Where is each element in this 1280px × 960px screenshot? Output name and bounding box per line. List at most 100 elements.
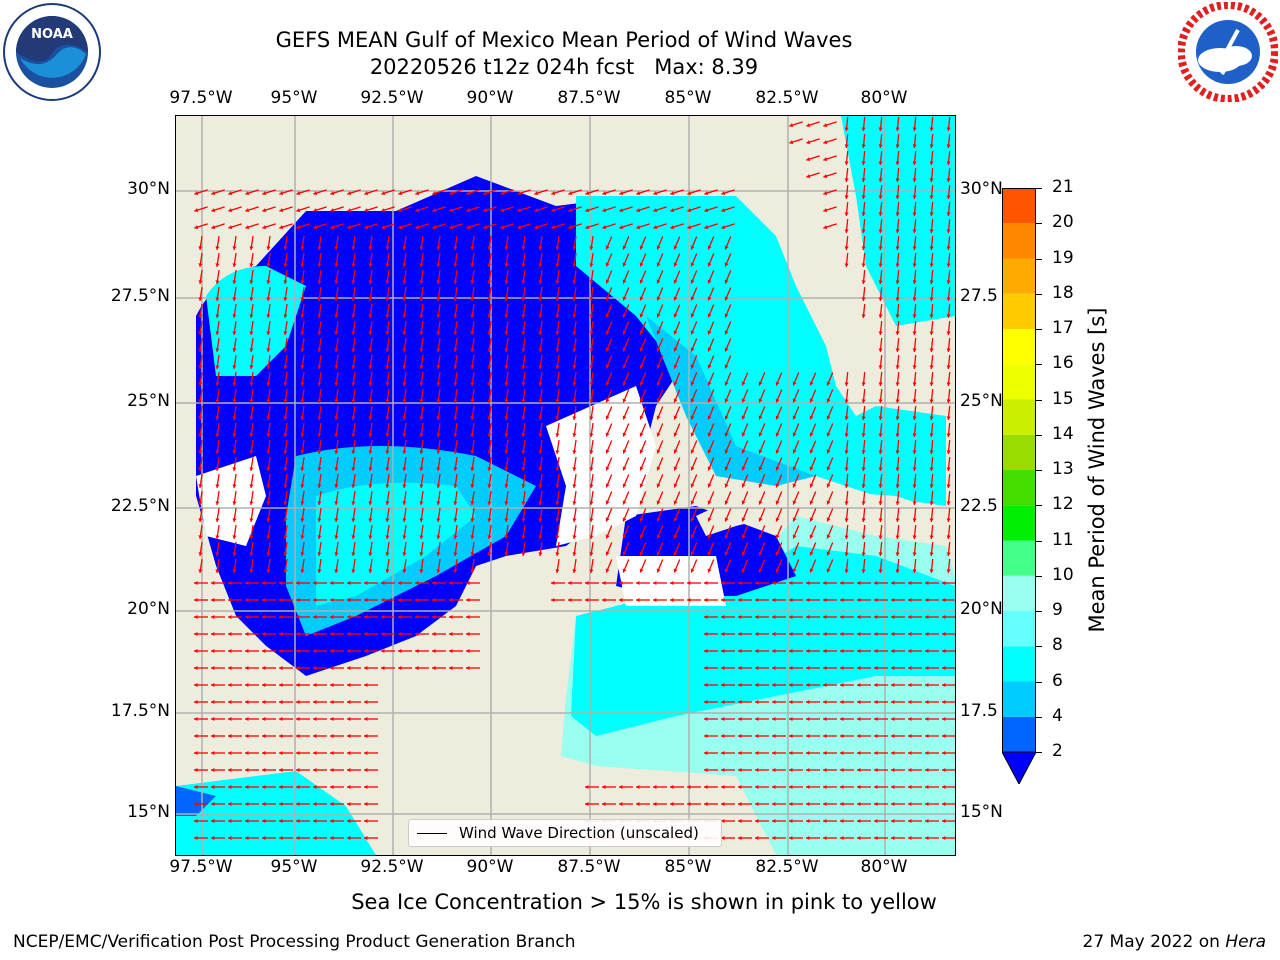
wave-direction-arrow [721, 767, 735, 773]
wave-direction-arrow [215, 524, 220, 540]
wave-direction-arrow [929, 541, 934, 557]
wave-direction-arrow [347, 597, 361, 603]
colorbar-tick-mark [1036, 752, 1042, 753]
wave-direction-arrow [381, 223, 395, 230]
wave-direction-arrow [589, 371, 594, 387]
wave-direction-arrow [605, 270, 613, 284]
wave-direction-arrow [772, 682, 786, 688]
colorbar-segment [1002, 258, 1036, 294]
wave-direction-arrow [487, 541, 492, 557]
wave-direction-arrow [878, 371, 883, 387]
wave-direction-arrow [942, 801, 956, 807]
wave-direction-arrow [194, 648, 208, 654]
wave-direction-arrow [929, 473, 934, 489]
wave-direction-arrow [487, 269, 492, 285]
wave-direction-arrow [198, 541, 203, 557]
wave-direction-arrow [925, 631, 939, 637]
wave-direction-arrow [792, 406, 800, 420]
wave-direction-arrow [792, 389, 800, 403]
wave-direction-arrow [895, 303, 900, 319]
wave-direction-arrow [929, 439, 934, 455]
wave-direction-arrow [775, 389, 783, 403]
wave-direction-arrow [279, 648, 293, 654]
wave-direction-arrow [724, 372, 732, 386]
wave-direction-arrow [775, 406, 783, 420]
wave-direction-arrow [194, 682, 208, 688]
wave-direction-arrow [198, 456, 203, 472]
wave-direction-arrow [789, 784, 803, 790]
wave-direction-arrow [415, 223, 429, 230]
wave-direction-arrow [605, 389, 613, 403]
wave-direction-arrow [929, 133, 934, 149]
wave-direction-arrow [432, 206, 446, 213]
wave-direction-arrow [857, 648, 871, 654]
wave-direction-arrow [656, 423, 664, 437]
wave-direction-arrow [232, 303, 237, 319]
wave-direction-arrow [453, 507, 458, 523]
wave-direction-arrow [738, 750, 752, 756]
wave-direction-arrow [656, 389, 664, 403]
wave-direction-arrow [878, 541, 883, 557]
wave-direction-arrow [605, 253, 613, 267]
wave-direction-arrow [334, 269, 339, 285]
wave-direction-arrow [589, 473, 594, 489]
wave-direction-arrow [908, 767, 922, 773]
wave-direction-arrow [806, 682, 820, 688]
wave-direction-arrow [368, 507, 373, 523]
wave-direction-arrow [330, 631, 344, 637]
wave-direction-arrow [555, 269, 560, 285]
wave-direction-arrow [279, 223, 293, 230]
wave-direction-arrow [330, 614, 344, 620]
wave-direction-arrow [330, 665, 344, 671]
wave-direction-arrow [724, 287, 732, 301]
wave-direction-arrow [946, 354, 951, 370]
colorbar-tick-label: 9 [1052, 600, 1063, 620]
wave-direction-arrow [198, 320, 203, 336]
wave-direction-arrow [538, 541, 543, 557]
wave-direction-arrow [313, 716, 327, 722]
wave-direction-arrow [942, 784, 956, 790]
wave-direction-arrow [946, 252, 951, 268]
wave-direction-arrow [912, 490, 917, 506]
wave-direction-arrow [878, 558, 883, 574]
wave-direction-arrow [572, 235, 577, 251]
wave-direction-arrow [351, 303, 356, 319]
wave-direction-arrow [673, 355, 681, 369]
wave-direction-arrow [809, 474, 817, 488]
wave-direction-arrow [470, 388, 475, 404]
wave-direction-arrow [317, 490, 322, 506]
wave-direction-arrow [368, 524, 373, 540]
wave-direction-arrow [215, 388, 220, 404]
wave-direction-arrow [449, 648, 463, 654]
wave-direction-arrow [826, 525, 834, 539]
wave-direction-arrow [857, 733, 871, 739]
wave-direction-arrow [878, 235, 883, 251]
wave-direction-arrow [402, 354, 407, 370]
wave-direction-arrow [415, 665, 429, 671]
lon-tick-label: 97.5°W [169, 88, 233, 108]
wave-direction-arrow [262, 648, 276, 654]
wave-direction-arrow [895, 218, 900, 234]
wave-direction-arrow [895, 286, 900, 302]
wave-direction-arrow [215, 337, 220, 353]
wave-direction-arrow [758, 559, 766, 573]
wave-direction-arrow [585, 206, 599, 213]
gulf-water-central-light [316, 482, 476, 606]
wave-direction-arrow [572, 405, 577, 421]
wave-direction-arrow [555, 422, 560, 438]
wave-direction-arrow [211, 784, 225, 790]
wave-direction-arrow [555, 558, 560, 574]
colorbar-segment [1002, 188, 1036, 224]
colorbar-tick-mark [1036, 399, 1042, 401]
wave-direction-arrow [929, 490, 934, 506]
wave-direction-arrow [249, 541, 254, 557]
wave-direction-arrow [690, 508, 698, 522]
wave-direction-arrow [385, 558, 390, 574]
wave-direction-arrow [639, 525, 647, 539]
wave-direction-arrow [605, 372, 613, 386]
wave-direction-arrow [551, 597, 565, 603]
colorbar-outline [1002, 188, 1036, 753]
wave-direction-arrow [861, 388, 866, 404]
wave-direction-arrow [470, 269, 475, 285]
wave-direction-arrow [211, 767, 225, 773]
